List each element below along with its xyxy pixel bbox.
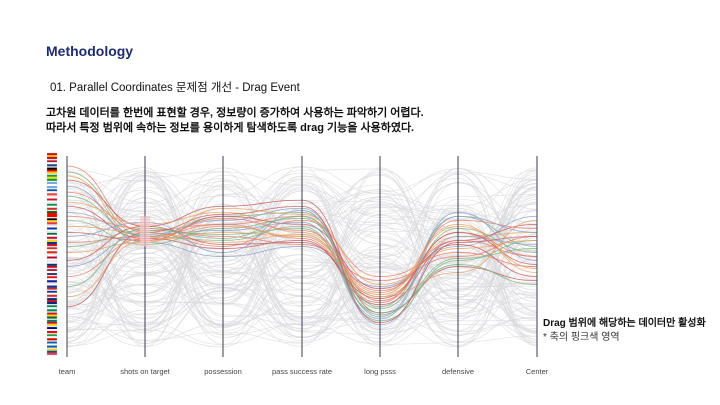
brazil-flag — [46, 174, 58, 182]
switzerland-flag — [46, 247, 58, 254]
portugal-flag — [46, 210, 58, 218]
axis-label: Center — [526, 367, 549, 376]
axis-label: possession — [204, 367, 242, 376]
russia-flag — [46, 283, 58, 290]
colombia-flag — [46, 239, 58, 247]
axis-label: long psss — [364, 367, 396, 376]
netherlands-flag — [46, 160, 58, 167]
description-line-1: 고차원 데이터를 한번에 표현할 경우, 정보량이 증가하여 사용하는 파악하기… — [46, 107, 424, 119]
description: 고차원 데이터를 한번에 표현할 경우, 정보량이 증가하여 사용하는 파악하기… — [46, 106, 424, 136]
belgium-flag — [46, 218, 58, 225]
japan-flag — [46, 254, 58, 261]
greece-flag — [46, 341, 58, 348]
germany-flag — [46, 167, 58, 174]
axis-label: team — [59, 367, 76, 376]
team-flags — [46, 152, 58, 356]
france-flag — [46, 189, 58, 196]
axis-labels: team shots on target possession pass succes… — [59, 367, 549, 376]
italy-flag — [46, 203, 58, 211]
context-line — [66, 172, 538, 324]
context-line — [66, 168, 538, 317]
croatia-flag — [46, 276, 58, 283]
annotation-sub: * 축의 핑크색 영역 — [543, 332, 620, 343]
brush-area[interactable] — [140, 216, 150, 247]
brush-rect[interactable] — [140, 216, 150, 247]
axes — [66, 156, 538, 357]
section-subtitle: 01. Parallel Coordinates 문제점 개선 - Drag E… — [50, 82, 300, 94]
costa-rica-flag — [46, 297, 58, 305]
context-line — [66, 236, 538, 331]
axis-label: pass success rate — [272, 367, 332, 376]
spain-flag — [46, 152, 58, 160]
england-flag — [46, 196, 58, 203]
context-line — [66, 171, 538, 343]
axis-label: defensive — [442, 367, 474, 376]
axis-label: shots on target — [120, 367, 171, 376]
mexico-flag — [46, 232, 58, 240]
argentina-flag — [46, 181, 58, 189]
nigeria-flag — [46, 305, 58, 312]
australia-flag — [46, 326, 58, 334]
drag-annotation: Drag 범위에 해당하는 데이터만 활성화 * 축의 핑크색 영역 — [543, 317, 706, 345]
highlighted-line — [66, 209, 538, 326]
cameroon-flag — [46, 319, 58, 327]
usa-flag — [46, 268, 58, 276]
chile-flag — [46, 290, 58, 298]
ecuador-flag — [46, 348, 58, 356]
context-line — [66, 176, 538, 342]
annotation-main: Drag 범위에 해당하는 데이터만 활성화 — [543, 318, 706, 329]
description-line-2: 따라서 특정 범위에 속하는 정보를 용이하게 탐색하도록 drag 기능을 사… — [46, 122, 415, 134]
page-title: Methodology — [46, 43, 134, 59]
korea-flag — [46, 261, 58, 269]
iran-flag — [46, 334, 58, 341]
ghana-flag — [46, 312, 58, 319]
context-line — [66, 178, 538, 330]
uruguay-flag — [46, 225, 58, 232]
